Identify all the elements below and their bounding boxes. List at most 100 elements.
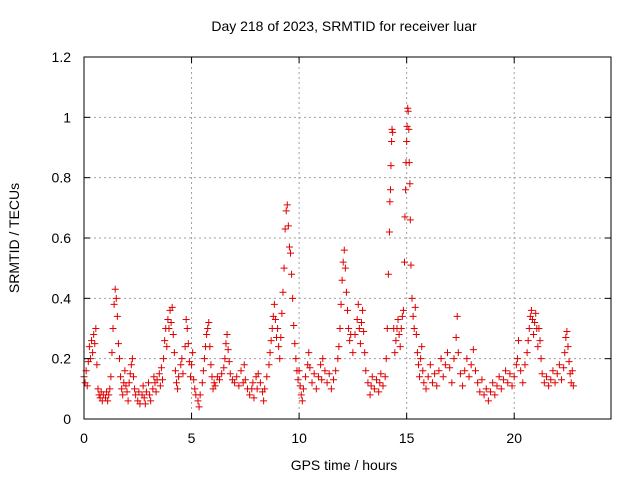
data-point — [159, 376, 167, 384]
data-point — [532, 309, 540, 317]
data-point — [250, 394, 258, 402]
data-point — [196, 391, 204, 399]
data-point — [426, 361, 434, 369]
data-point — [391, 349, 399, 357]
data-point — [157, 364, 165, 372]
data-point — [83, 382, 91, 390]
data-point — [298, 397, 306, 405]
grid — [84, 57, 611, 419]
data-point — [379, 382, 387, 390]
data-point — [341, 264, 349, 272]
data-point — [132, 391, 140, 399]
data-point — [274, 325, 282, 332]
data-point — [280, 264, 288, 272]
data-point — [297, 391, 305, 399]
data-point — [342, 288, 350, 296]
data-point — [305, 349, 313, 357]
data-point — [256, 379, 264, 387]
y-tick-label: 1 — [63, 109, 71, 125]
data-point — [565, 358, 573, 366]
data-point — [373, 376, 381, 384]
data-point — [558, 376, 566, 384]
data-point — [525, 325, 533, 332]
data-point — [168, 303, 176, 311]
data-point — [336, 325, 344, 332]
data-point — [129, 373, 137, 381]
data-point — [121, 367, 129, 375]
data-point — [117, 373, 125, 381]
data-point — [384, 270, 392, 278]
data-point — [569, 382, 577, 390]
data-point — [205, 318, 213, 326]
data-point — [231, 379, 239, 387]
data-point — [290, 321, 298, 329]
data-point — [495, 373, 503, 381]
data-point — [482, 385, 490, 393]
data-point — [381, 373, 389, 381]
data-point — [165, 325, 173, 332]
y-tick-label: 1.2 — [52, 49, 72, 65]
data-point — [118, 385, 126, 393]
data-point — [128, 355, 136, 363]
data-point — [540, 379, 548, 387]
data-point — [124, 397, 132, 405]
data-point — [163, 343, 171, 351]
data-point — [183, 325, 191, 332]
data-point — [204, 325, 212, 332]
data-point — [233, 373, 241, 381]
plot-frame — [83, 56, 612, 420]
data-point — [337, 300, 345, 308]
data-point — [321, 367, 329, 375]
data-point — [452, 334, 460, 342]
data-point — [433, 382, 441, 390]
data-point — [397, 325, 405, 332]
data-point — [312, 385, 320, 393]
data-point — [222, 340, 230, 348]
data-point — [527, 306, 535, 314]
data-point — [317, 361, 325, 369]
data-point — [191, 385, 199, 393]
data-point — [310, 370, 318, 378]
data-point — [318, 376, 326, 384]
data-point — [388, 125, 396, 133]
data-point — [360, 328, 368, 336]
data-point — [299, 385, 307, 393]
data-point — [156, 382, 164, 390]
data-point — [277, 334, 285, 342]
data-point — [344, 306, 351, 314]
data-point — [335, 343, 343, 351]
data-point — [395, 331, 403, 339]
x-tick-label: 5 — [188, 430, 196, 446]
data-point — [459, 382, 467, 390]
data-point — [367, 382, 375, 390]
data-point — [435, 367, 443, 375]
chart-title: Day 218 of 2023, SRMTID for receiver lua… — [211, 18, 477, 34]
data-point — [167, 318, 175, 326]
data-point — [519, 379, 527, 387]
data-point — [110, 300, 118, 308]
data-point — [402, 186, 410, 194]
data-point — [325, 370, 333, 378]
data-point — [375, 388, 383, 396]
data-point — [172, 379, 180, 387]
x-tick-label: 20 — [506, 430, 522, 446]
data-point — [314, 373, 322, 381]
data-point — [127, 361, 135, 369]
y-tick-label: 0.6 — [52, 230, 72, 246]
data-point — [403, 122, 411, 130]
data-point — [246, 391, 254, 399]
data-point — [411, 303, 419, 311]
data-point — [561, 349, 569, 357]
data-point — [135, 388, 143, 396]
data-point — [283, 201, 291, 209]
data-point — [150, 373, 158, 381]
data-point — [454, 349, 462, 357]
data-point — [542, 373, 550, 381]
data-point — [474, 379, 482, 387]
data-point — [170, 349, 178, 357]
data-point — [351, 331, 359, 339]
data-point — [388, 137, 396, 145]
data-point — [534, 343, 542, 351]
data-point — [189, 349, 197, 357]
